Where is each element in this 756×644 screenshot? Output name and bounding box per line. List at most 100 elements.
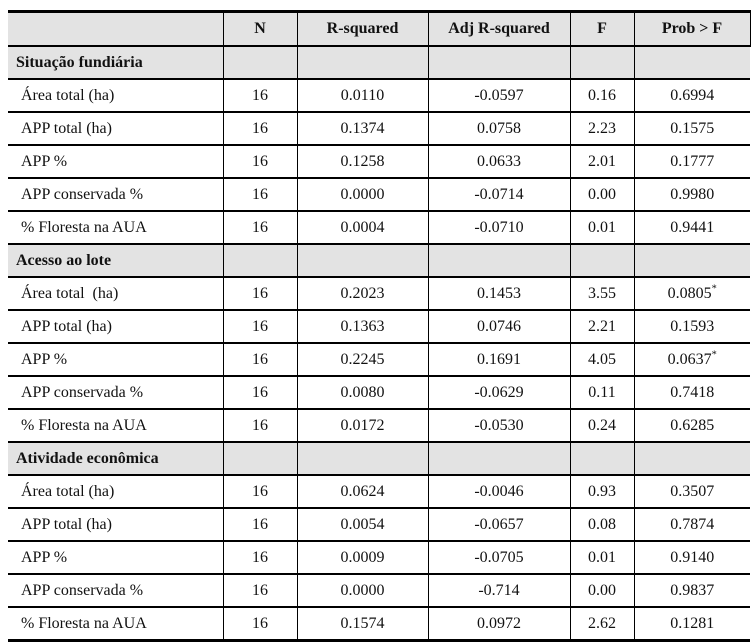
section-row: Atividade econômica <box>8 442 750 476</box>
cell-value: 0.2023 <box>296 277 428 311</box>
column-header: Adj R-squared <box>427 11 570 47</box>
cell-value: 0.0009 <box>296 541 428 575</box>
table-row: APP % 16 0.1258 0.0633 2.01 0.1777 <box>8 145 750 179</box>
cell-value: 16 <box>222 376 297 410</box>
row-label: % Floresta na AUA <box>8 607 223 642</box>
section-blank-cell <box>633 46 750 80</box>
row-label: APP conservada % <box>8 376 223 410</box>
cell-value: 0.01 <box>569 211 634 245</box>
cell-value: 0.9980 <box>633 178 750 212</box>
cell-value: 16 <box>222 574 297 608</box>
cell-value: 0.1258 <box>296 145 428 179</box>
cell-value: -0.0657 <box>427 508 570 542</box>
table-row: % Floresta na AUA 16 0.1574 0.0972 2.62 0.128… <box>8 607 750 642</box>
cell-value: 16 <box>222 475 297 509</box>
cell-value: 2.62 <box>569 607 634 642</box>
cell-value: 0.1575 <box>633 112 750 146</box>
cell-value: 0.1453 <box>427 277 570 311</box>
cell-value: 0.0110 <box>296 79 428 113</box>
section-blank-cell <box>427 46 570 80</box>
cell-value: -0.0710 <box>427 211 570 245</box>
table-row: Área total (ha) 16 0.0110 -0.0597 0.16 0.6994 <box>8 79 750 113</box>
section-blank-cell <box>222 442 297 476</box>
section-blank-cell <box>296 244 428 278</box>
regression-results-table: N R-squared Adj R-squared F Prob > F Situaçã… <box>8 10 751 642</box>
cell-value: -0.0705 <box>427 541 570 575</box>
cell-value: 0.16 <box>569 79 634 113</box>
cell-value: 0.00 <box>569 574 634 608</box>
cell-value: 2.21 <box>569 310 634 344</box>
table-row: % Floresta na AUA 16 0.0172 -0.0530 0.24 0.62… <box>8 409 750 443</box>
cell-value: 0.0805* <box>633 277 750 311</box>
section-blank-cell <box>427 244 570 278</box>
row-label: % Floresta na AUA <box>8 211 223 245</box>
cell-value: 0.7418 <box>633 376 750 410</box>
cell-value: -0.714 <box>427 574 570 608</box>
cell-value: 16 <box>222 79 297 113</box>
cell-value: 0.1374 <box>296 112 428 146</box>
cell-value: 0.08 <box>569 508 634 542</box>
row-label: APP total (ha) <box>8 310 223 344</box>
row-label: Área total (ha) <box>8 277 223 311</box>
cell-value: 2.01 <box>569 145 634 179</box>
regression-table-container: N R-squared Adj R-squared F Prob > F Situaçã… <box>8 10 751 642</box>
cell-value: 16 <box>222 541 297 575</box>
cell-value: 3.55 <box>569 277 634 311</box>
cell-value: 0.1691 <box>427 343 570 377</box>
row-label: APP % <box>8 343 223 377</box>
cell-value: 0.1574 <box>296 607 428 642</box>
cell-value: 0.1363 <box>296 310 428 344</box>
cell-value: 0.6285 <box>633 409 750 443</box>
cell-value: 0.0000 <box>296 178 428 212</box>
column-header: F <box>569 11 634 47</box>
section-title: Acesso ao lote <box>8 244 223 278</box>
table-row: APP total (ha) 16 0.0054 -0.0657 0.08 0.7874 <box>8 508 750 542</box>
table-row: APP conservada % 16 0.0000 -0.0714 0.00 0.998… <box>8 178 750 212</box>
section-blank-cell <box>569 46 634 80</box>
cell-value: 0.0004 <box>296 211 428 245</box>
cell-value: 0.2245 <box>296 343 428 377</box>
row-label: Área total (ha) <box>8 475 223 509</box>
corner-cell <box>8 11 223 47</box>
cell-value: -0.0530 <box>427 409 570 443</box>
row-label: APP % <box>8 541 223 575</box>
cell-value: 16 <box>222 508 297 542</box>
table-row: APP % 16 0.0009 -0.0705 0.01 0.9140 <box>8 541 750 575</box>
section-title: Situação fundiária <box>8 46 223 80</box>
table-body: Situação fundiária Área total (ha) 16 0.011… <box>8 46 750 642</box>
cell-value: 0.0758 <box>427 112 570 146</box>
cell-value: 0.1593 <box>633 310 750 344</box>
table-row: APP % 16 0.2245 0.1691 4.05 0.0637* <box>8 343 750 377</box>
table-header: N R-squared Adj R-squared F Prob > F <box>8 11 751 47</box>
cell-value: 16 <box>222 178 297 212</box>
section-title: Atividade econômica <box>8 442 223 476</box>
table-row: Área total (ha) 16 0.2023 0.1453 3.55 0.0805* <box>8 277 750 311</box>
section-blank-cell <box>222 244 297 278</box>
significance-star: * <box>711 349 717 361</box>
header-row: N R-squared Adj R-squared F Prob > F <box>8 11 751 47</box>
cell-value: 16 <box>222 211 297 245</box>
cell-value: 0.24 <box>569 409 634 443</box>
cell-value: 0.7874 <box>633 508 750 542</box>
section-blank-cell <box>569 244 634 278</box>
section-blank-cell <box>569 442 634 476</box>
cell-value: 0.00 <box>569 178 634 212</box>
cell-value: 0.93 <box>569 475 634 509</box>
section-blank-cell <box>427 442 570 476</box>
section-blank-cell <box>296 442 428 476</box>
table-row: APP conservada % 16 0.0000 -0.714 0.00 0.9837 <box>8 574 750 608</box>
section-row: Acesso ao lote <box>8 244 750 278</box>
table-row: APP total (ha) 16 0.1374 0.0758 2.23 0.1575 <box>8 112 750 146</box>
row-label: APP % <box>8 145 223 179</box>
cell-value: 0.0637* <box>633 343 750 377</box>
cell-value: 0.0080 <box>296 376 428 410</box>
significance-star: * <box>711 283 717 295</box>
cell-value: 0.3507 <box>633 475 750 509</box>
table-row: % Floresta na AUA 16 0.0004 -0.0710 0.01 0.94… <box>8 211 750 245</box>
cell-value: 16 <box>222 343 297 377</box>
cell-value: 0.0624 <box>296 475 428 509</box>
section-row: Situação fundiária <box>8 46 750 80</box>
column-header: R-squared <box>296 11 428 47</box>
row-label: APP total (ha) <box>8 508 223 542</box>
cell-value: 0.0746 <box>427 310 570 344</box>
